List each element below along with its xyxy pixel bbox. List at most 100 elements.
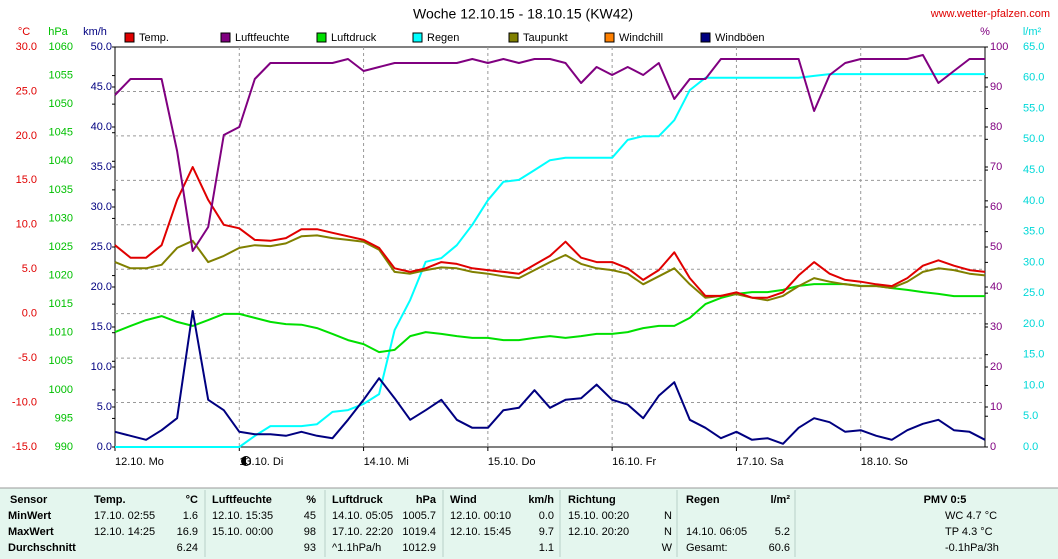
table-cell: 6.24 bbox=[177, 542, 198, 554]
y-tick-label: 1030 bbox=[49, 212, 73, 224]
table-header: Regen bbox=[686, 494, 720, 506]
legend-swatch bbox=[124, 32, 135, 43]
y-tick-label: 1010 bbox=[49, 327, 73, 339]
y-tick-label: 40 bbox=[990, 281, 1002, 293]
table-unit: l/m² bbox=[770, 494, 790, 506]
table-cell: Gesamt: bbox=[686, 542, 728, 554]
table-cell: 12.10. 15:35 bbox=[212, 510, 273, 522]
table-unit: hPa bbox=[416, 494, 437, 506]
table-cell: 1012.9 bbox=[402, 542, 436, 554]
table-cell: N bbox=[664, 510, 672, 522]
axis-unit: l/m² bbox=[1023, 26, 1042, 38]
y-tick-label: 35.0 bbox=[91, 161, 112, 173]
table-cell: 12.10. 00:10 bbox=[450, 510, 511, 522]
y-tick-label: 1000 bbox=[49, 384, 73, 396]
y-tick-label: 15.0 bbox=[1023, 349, 1044, 361]
y-tick-label: 10 bbox=[990, 401, 1002, 413]
legend-swatch bbox=[316, 32, 327, 43]
series-line bbox=[114, 234, 986, 302]
y-tick-label: 90 bbox=[990, 81, 1002, 93]
y-tick-label: 5.0 bbox=[1023, 410, 1038, 422]
table-row-label: MaxWert bbox=[8, 526, 54, 538]
y-tick-label: 20.0 bbox=[1023, 318, 1044, 330]
y-tick-label: 1055 bbox=[49, 69, 73, 81]
table-header: Wind bbox=[450, 494, 477, 506]
y-tick-label: 30.0 bbox=[91, 201, 112, 213]
table-cell: W bbox=[662, 542, 673, 554]
y-tick-label: 100 bbox=[990, 41, 1008, 53]
table-unit: % bbox=[306, 494, 316, 506]
table-cell: 14.10. 05:05 bbox=[332, 510, 393, 522]
table-cell: 5.2 bbox=[775, 526, 790, 538]
legend-swatch bbox=[412, 32, 423, 43]
axis-unit: °C bbox=[18, 26, 30, 38]
y-tick-label: 30.0 bbox=[1023, 256, 1044, 268]
y-tick-label: -15.0 bbox=[12, 441, 37, 453]
series-line bbox=[114, 166, 986, 299]
y-tick-label: 1050 bbox=[49, 98, 73, 110]
legend-swatch bbox=[508, 32, 519, 43]
table-header: Richtung bbox=[568, 494, 616, 506]
y-tick-label: 20.0 bbox=[16, 130, 37, 142]
y-tick-label: 50.0 bbox=[1023, 133, 1044, 145]
table-cell: 17.10. 22:20 bbox=[332, 526, 393, 538]
legend-label: Luftfeuchte bbox=[235, 32, 289, 44]
y-tick-label: 0.0 bbox=[97, 441, 112, 453]
table-cell: 16.9 bbox=[177, 526, 198, 538]
table-cell: 12.10. 20:20 bbox=[568, 526, 629, 538]
y-tick-label: -5.0 bbox=[18, 352, 37, 364]
y-tick-label: 20.0 bbox=[91, 281, 112, 293]
y-tick-label: 10.0 bbox=[1023, 379, 1044, 391]
table-cell: 15.10. 00:20 bbox=[568, 510, 629, 522]
y-tick-label: 10.0 bbox=[91, 361, 112, 373]
table-header: PMV 0:5 bbox=[924, 494, 967, 506]
table-cell: TP 4.3 °C bbox=[945, 526, 993, 538]
y-tick-label: 15.0 bbox=[16, 174, 37, 186]
y-tick-label: 25.0 bbox=[16, 85, 37, 97]
series-line bbox=[114, 54, 985, 252]
source: www.wetter-pfalzen.com bbox=[930, 8, 1050, 20]
table-cell: 15.10. 00:00 bbox=[212, 526, 273, 538]
table-header: Luftdruck bbox=[332, 494, 384, 506]
axis-unit: % bbox=[980, 26, 990, 38]
table-cell: 60.6 bbox=[769, 542, 790, 554]
chart-title: Woche 12.10.15 - 18.10.15 (KW42) bbox=[413, 6, 633, 22]
legend-label: Windchill bbox=[619, 32, 663, 44]
y-tick-label: 1015 bbox=[49, 298, 73, 310]
y-tick-label: 1020 bbox=[49, 269, 73, 281]
y-tick-label: 45.0 bbox=[1023, 164, 1044, 176]
y-tick-label: 0.0 bbox=[1023, 441, 1038, 453]
legend-label: Taupunkt bbox=[523, 32, 568, 44]
x-tick-label: 14.10. Mi bbox=[364, 456, 409, 468]
y-tick-label: 60.0 bbox=[1023, 72, 1044, 84]
y-tick-label: 25.0 bbox=[1023, 287, 1044, 299]
plot-area bbox=[114, 46, 986, 448]
table-cell: WC 4.7 °C bbox=[945, 510, 997, 522]
axis-unit: km/h bbox=[83, 26, 107, 38]
x-tick-label: 15.10. Do bbox=[488, 456, 536, 468]
table-cell: ^1.1hPa/h bbox=[332, 542, 381, 554]
table-unit: °C bbox=[186, 494, 198, 506]
x-tick-label: 16.10. Fr bbox=[612, 456, 656, 468]
y-tick-label: 80 bbox=[990, 121, 1002, 133]
y-tick-label: 10.0 bbox=[16, 219, 37, 231]
table-cell: 12.10. 14:25 bbox=[94, 526, 155, 538]
table-cell: 1.1 bbox=[539, 542, 554, 554]
y-tick-label: 0 bbox=[990, 441, 996, 453]
y-tick-label: 40.0 bbox=[1023, 195, 1044, 207]
y-tick-label: 15.0 bbox=[91, 321, 112, 333]
y-tick-label: 1045 bbox=[49, 127, 73, 139]
y-tick-label: 60 bbox=[990, 201, 1002, 213]
legend-label: Luftdruck bbox=[331, 32, 377, 44]
table-row-label: MinWert bbox=[8, 510, 52, 522]
series-line bbox=[114, 310, 986, 445]
y-tick-label: 70 bbox=[990, 161, 1002, 173]
y-tick-label: 50.0 bbox=[91, 41, 112, 53]
y-tick-label: 1025 bbox=[49, 241, 73, 253]
series-line bbox=[115, 73, 985, 448]
y-tick-label: 990 bbox=[55, 441, 73, 453]
y-tick-label: 65.0 bbox=[1023, 41, 1044, 53]
table-cell: -0.1hPa/3h bbox=[945, 542, 999, 554]
y-tick-label: 45.0 bbox=[91, 81, 112, 93]
